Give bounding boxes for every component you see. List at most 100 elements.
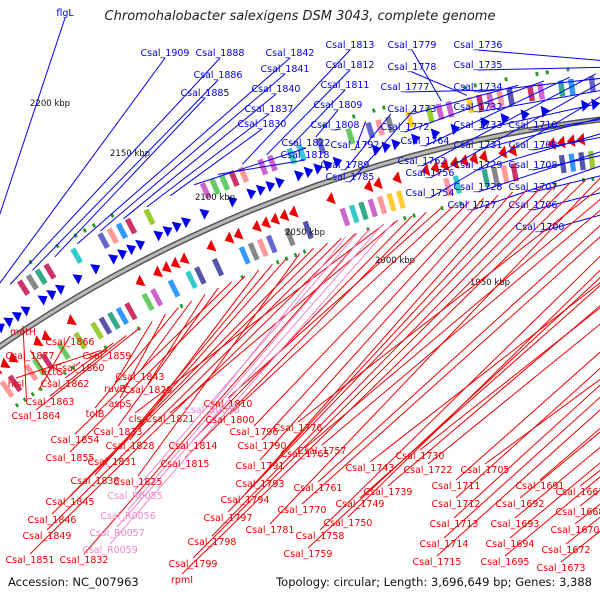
reverse-gene-leader-line xyxy=(35,327,140,411)
reverse-marker xyxy=(30,391,35,397)
reverse-gene-leader-line xyxy=(94,258,287,476)
reverse-gene-leader-line xyxy=(139,300,193,372)
forward-gene-leader-line xyxy=(477,77,600,93)
forward-gene-leader-line xyxy=(421,73,597,167)
reverse-feature-block xyxy=(150,288,164,307)
reverse-gene-leader-line xyxy=(137,253,301,477)
reverse-gene-leader-line xyxy=(169,219,399,414)
forward-gene-leader-line xyxy=(532,119,600,131)
reverse-gene-leader-line xyxy=(192,215,413,441)
reverse-gene-leader-line xyxy=(83,228,370,555)
forward-marker xyxy=(504,77,508,82)
reverse-gene-arrow xyxy=(392,171,402,184)
reverse-gene-leader-line xyxy=(539,427,600,481)
reverse-gene-leader-line xyxy=(192,181,572,559)
forward-gene-leader-line xyxy=(477,90,600,113)
gene-labels: flgL Csal_1909 Csal_1888 Csal_1886 Csal_1885… xyxy=(6,8,600,586)
reverse-gene-leader-line xyxy=(261,197,485,441)
reverse-gene-label: Csal_1832 xyxy=(60,555,109,566)
reverse-gene-leader-line xyxy=(319,255,600,531)
forward-gene-leader-line xyxy=(100,73,286,232)
forward-gene-arrow xyxy=(54,284,65,296)
reverse-gene-leader-line xyxy=(259,194,499,461)
reverse-gene-label: Csal_1843 xyxy=(116,372,165,383)
reverse-gene-label: Csal_1781 xyxy=(246,525,295,536)
reverse-gene-label: Csal_1810 xyxy=(204,399,253,410)
reverse-gene-label: Csal_1838 xyxy=(71,476,120,487)
reverse-feature-block xyxy=(481,168,491,188)
forward-gene-arrow xyxy=(162,226,173,237)
reverse-gene-arrow xyxy=(566,134,576,148)
reverse-gene-leader-line xyxy=(15,349,101,379)
reverse-gene-label: Csal_1877 xyxy=(6,351,55,362)
forward-feature-block xyxy=(16,279,31,296)
reverse-gene-arrow xyxy=(153,265,164,278)
forward-gene-label: Csal_1886 xyxy=(194,70,243,81)
reverse-marker xyxy=(412,213,416,218)
reverse-gene-label: ruvB xyxy=(104,384,126,395)
reverse-gene-label: Csal_1866 xyxy=(46,337,95,348)
rna-gene-label: Csal_R0058 xyxy=(184,405,240,416)
kbp-marker-label: 1950 kbp xyxy=(470,278,510,288)
reverse-gene-leader-line xyxy=(321,209,600,446)
forward-gene-label: Csal_1733 xyxy=(454,120,503,131)
reverse-gene-label: Csal_1862 xyxy=(41,379,90,390)
genome-backbone xyxy=(0,116,600,351)
reverse-gene-leader-line xyxy=(46,237,342,531)
forward-gene-label: Csal_1729 xyxy=(454,160,503,171)
reverse-feature-block xyxy=(0,380,15,398)
forward-gene-leader-line xyxy=(477,133,600,171)
accession-text: Accession: NC_007963 xyxy=(8,575,139,589)
reverse-gene-label: Csal_1770 xyxy=(278,505,327,516)
reverse-feature-block xyxy=(284,227,296,247)
forward-feature-block xyxy=(405,110,415,128)
forward-gene-arrow xyxy=(255,184,266,196)
reverse-gene-leader-line xyxy=(94,307,179,409)
forward-feature-block xyxy=(34,268,48,285)
reverse-gene-label: Csal_1758 xyxy=(296,531,345,542)
reverse-feature-block xyxy=(339,207,351,227)
forward-gene-arrow xyxy=(274,177,285,189)
rna-gene-leader-line xyxy=(127,228,371,511)
forward-gene-label: Csal_1732 xyxy=(454,102,503,113)
reverse-gene-label: Csal_1705 xyxy=(461,465,510,476)
forward-gene-leader-line xyxy=(411,84,519,115)
forward-gene-arrow xyxy=(46,290,57,301)
reverse-gene-leader-line xyxy=(119,314,166,399)
reverse-feature-block xyxy=(90,321,104,340)
forward-gene-arrow xyxy=(480,116,490,129)
forward-marker xyxy=(381,105,386,111)
reverse-gene-arrow xyxy=(224,231,235,244)
reverse-gene-leader-line xyxy=(427,323,600,465)
reverse-gene-label: ectC xyxy=(41,367,63,378)
reverse-feature-block xyxy=(211,258,225,277)
reverse-marker xyxy=(440,205,444,211)
reverse-feature-block xyxy=(568,153,577,172)
reverse-feature-block xyxy=(302,220,314,240)
forward-feature-block xyxy=(267,154,278,172)
reverse-gene-label: Csal_1845 xyxy=(46,497,95,508)
forward-gene-arrow xyxy=(265,181,276,193)
forward-gene-label: flgL xyxy=(56,8,74,19)
reverse-gene-leader-line xyxy=(484,378,600,465)
reverse-gene-leader-line xyxy=(51,365,64,375)
forward-feature-block xyxy=(25,273,39,291)
map-title: Chromohalobacter salexigens DSM 3043, co… xyxy=(104,9,496,24)
forward-gene-arrow xyxy=(3,317,14,328)
reverse-feature-block xyxy=(247,242,260,261)
reverse-gene-leader-line xyxy=(181,179,586,575)
forward-gene-arrow xyxy=(246,188,257,200)
reverse-gene-label: Csal_1855 xyxy=(46,453,95,464)
reverse-gene-label: Csal_1797 xyxy=(204,513,253,524)
reverse-gene-leader-line xyxy=(51,242,328,515)
forward-marker xyxy=(55,243,60,249)
rna-gene-label: Csal_R0056 xyxy=(100,511,156,522)
forward-gene-label: Csal_1909 xyxy=(141,48,190,59)
reverse-marker xyxy=(22,397,28,403)
reverse-feature-block xyxy=(141,292,155,312)
reverse-gene-arrow xyxy=(0,357,11,369)
reverse-gene-arrow xyxy=(135,274,146,287)
forward-gene-leader-line xyxy=(349,107,417,183)
reverse-gene-label: Csal_1672 xyxy=(542,545,591,556)
reverse-gene-arrow xyxy=(449,156,460,169)
